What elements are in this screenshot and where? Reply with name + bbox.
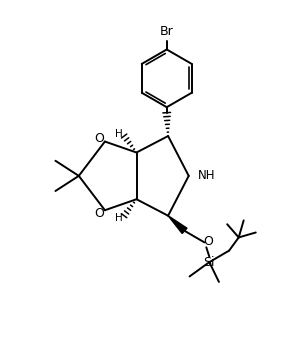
Polygon shape xyxy=(168,216,187,234)
Text: H: H xyxy=(115,129,123,139)
Text: Br: Br xyxy=(160,25,174,38)
Text: O: O xyxy=(203,234,213,248)
Text: Si: Si xyxy=(204,256,215,269)
Text: NH: NH xyxy=(197,169,215,183)
Text: O: O xyxy=(94,132,104,145)
Text: O: O xyxy=(94,207,104,220)
Text: H: H xyxy=(115,213,123,223)
